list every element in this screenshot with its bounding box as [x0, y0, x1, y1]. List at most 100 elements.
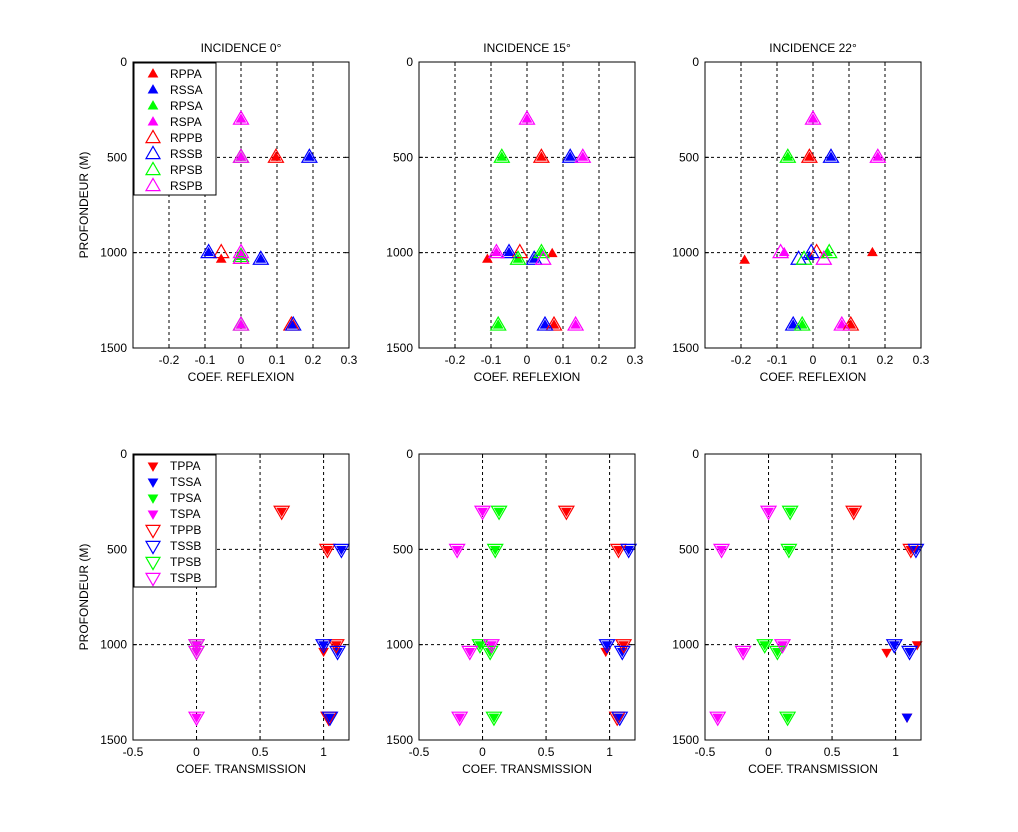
marker-TSSB [907, 543, 925, 559]
marker-TPPB [845, 505, 863, 521]
marker-RPPA [739, 254, 750, 264]
y-tick-label: 1500 [386, 733, 413, 747]
marker-RSSA [539, 319, 551, 329]
marker-RPPA [546, 247, 558, 258]
x-tick-label: 0.1 [555, 353, 572, 367]
marker-TSPA [477, 507, 488, 518]
legend-label: RSPA [170, 115, 202, 129]
marker-TSPB [734, 645, 752, 661]
marker-TSPA [716, 545, 727, 556]
marker-RPSA [796, 319, 808, 329]
legend-label: RPSA [170, 99, 203, 113]
marker-TSPA [763, 507, 774, 518]
marker-RSSA [564, 151, 576, 161]
marker-RSSB [500, 243, 518, 259]
marker-TPSA [784, 507, 796, 518]
marker-TSPA [191, 641, 202, 651]
subplot-title: INCIDENCE 0° [201, 41, 282, 55]
marker-TSPA [486, 641, 497, 651]
marker-RPPA [536, 151, 547, 161]
marker-TSPA [451, 545, 463, 556]
marker-RPPB [212, 243, 230, 259]
marker-RSPB [772, 243, 790, 259]
marker-RPPA [482, 253, 493, 263]
x-tick-label: 0 [524, 353, 531, 367]
axes-frame [704, 61, 922, 349]
marker-RPSB [795, 250, 813, 265]
y-tick-label: 1000 [672, 246, 699, 260]
x-axis-label: COEF. REFLEXION [474, 370, 581, 384]
legend-label: RSSB [170, 147, 203, 161]
y-tick-label: 1500 [100, 733, 127, 747]
x-tick-label: 0.3 [627, 353, 644, 367]
marker-RSPB [567, 315, 585, 331]
y-tick-label: 1000 [386, 246, 413, 260]
marker-TSPB [448, 543, 466, 559]
y-tick-label: 0 [120, 55, 127, 69]
marker-RSPA [872, 151, 884, 161]
legend-label: RSSA [170, 83, 203, 97]
marker-RSSB [252, 250, 270, 265]
x-tick-label: 0 [810, 353, 817, 367]
y-tick-label: 1000 [386, 638, 413, 652]
y-tick-label: 500 [107, 150, 127, 164]
marker-TPSB [481, 645, 499, 661]
marker-TPSA [772, 647, 783, 658]
legend-marker [147, 510, 159, 520]
marker-RSPA [836, 319, 848, 329]
y-tick-label: 0 [692, 55, 699, 69]
marker-TSPA [737, 647, 749, 658]
marker-RSSB [784, 315, 802, 331]
marker-RPSA [782, 151, 794, 161]
x-tick-label: -0.5 [695, 745, 716, 759]
x-tick-label: 1 [892, 745, 899, 759]
plot-area [419, 454, 635, 740]
x-tick-label: 0.2 [591, 353, 608, 367]
marker-RSSA [825, 151, 837, 161]
marker-TPSB [781, 505, 799, 521]
legend-marker [147, 494, 159, 504]
marker-RSSB [300, 148, 318, 163]
legend-label: TSSA [170, 475, 201, 489]
x-tick-label: 0.5 [252, 745, 269, 759]
marker-RPSB [232, 247, 250, 263]
marker-TPSA [474, 641, 486, 651]
marker-RPPB [267, 148, 285, 163]
marker-RSPA [491, 246, 502, 257]
legend-marker [144, 129, 162, 144]
y-tick-label: 500 [393, 542, 413, 556]
x-tick-label: 0.1 [841, 353, 858, 367]
marker-RSSB [536, 315, 554, 331]
marker-RPPA [867, 246, 878, 257]
marker-RSPB [574, 148, 592, 163]
marker-RPPA [215, 253, 227, 263]
marker-TPSB [486, 543, 504, 559]
x-tick-label: -0.5 [409, 745, 430, 759]
marker-TPPA [911, 641, 923, 651]
marker-RSSB [561, 148, 579, 163]
x-tick-label: 0.3 [913, 353, 930, 367]
marker-RSPB [833, 315, 851, 331]
legend: TPPA TSSA TPSA TSPA TPPB TSSB TPSB TSPB [133, 454, 217, 588]
marker-RSPB [804, 109, 822, 125]
legend-label: TPPA [170, 459, 200, 473]
marker-RPPA [548, 319, 560, 329]
subplot-2: -0.2 -0.1 0 0.1 0.2 0.3 0 500 1000 1500 INCIDENCE … [386, 41, 643, 384]
y-tick-label: 500 [393, 150, 413, 164]
axes-frame [132, 61, 350, 349]
marker-RSSB [822, 148, 840, 163]
y-axis-label: PROFONDEUR (M) [77, 152, 91, 259]
marker-TSPB [709, 711, 727, 727]
x-tick-label: -0.2 [731, 353, 752, 367]
legend-marker [147, 116, 159, 126]
plot-area [419, 62, 635, 348]
marker-TSPA [454, 713, 466, 723]
y-tick-label: 1000 [100, 246, 127, 260]
marker-TSSB [598, 639, 616, 654]
legend-label: TSPB [170, 571, 201, 585]
marker-TPSB [780, 543, 798, 559]
y-tick-label: 0 [406, 447, 413, 461]
marker-TPPB [273, 505, 291, 521]
legend-label: TPSB [170, 555, 201, 569]
marker-RSSB [284, 315, 302, 331]
